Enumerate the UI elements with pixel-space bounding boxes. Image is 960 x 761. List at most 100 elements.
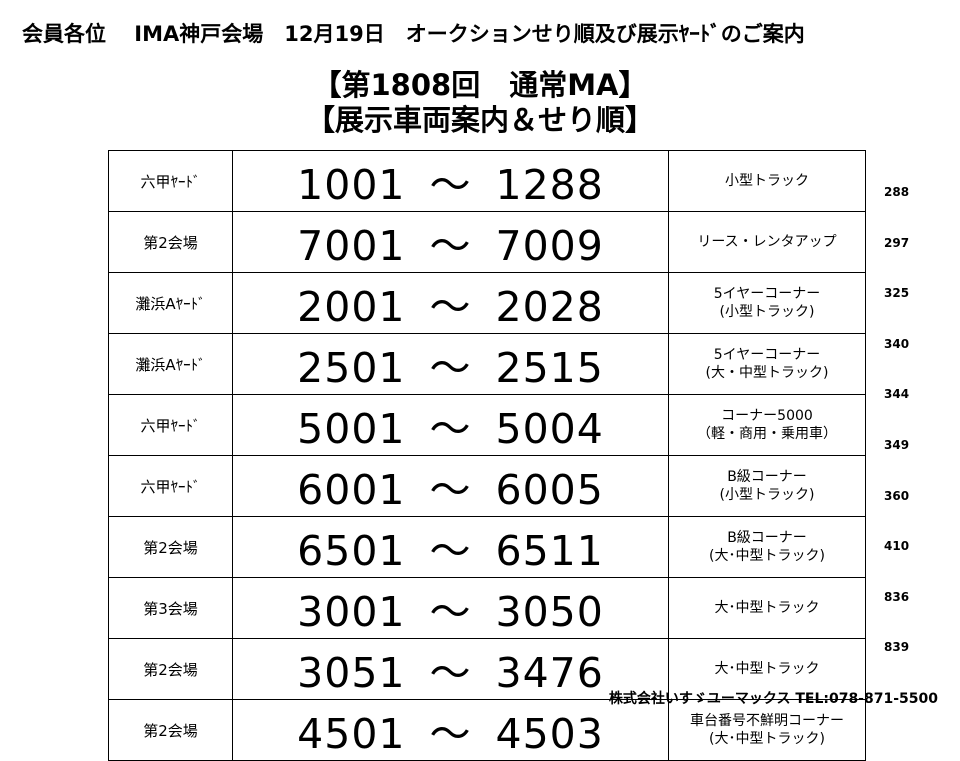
category-cell: 大･中型トラック bbox=[668, 577, 866, 639]
session-title: 【第1808回 通常MA】 bbox=[312, 68, 648, 102]
range-separator: ～ bbox=[429, 466, 472, 514]
category-subline: (大･中型トラック) bbox=[709, 548, 825, 564]
cumulative-count: 349 bbox=[884, 438, 910, 452]
lot-range-cell: 6001 ～ 6005 bbox=[232, 455, 669, 517]
document-title: 【展示車両案内＆せり順】 bbox=[305, 103, 654, 137]
category-cell: 5イヤーコーナー (大・中型トラック) bbox=[668, 333, 866, 395]
category-cell: 車台番号不鮮明コーナー (大･中型トラック) bbox=[668, 699, 866, 761]
category-cell: 大･中型トラック bbox=[668, 638, 866, 700]
range-end: 2515 bbox=[495, 344, 604, 392]
venue-cell: 灘浜Aﾔｰﾄﾞ bbox=[108, 272, 233, 334]
table-row: 第2会場 4501 ～ 4503 車台番号不鮮明コーナー (大･中型トラック) bbox=[108, 699, 866, 761]
category-subline: (大･中型トラック) bbox=[709, 731, 825, 747]
venue-cell: 灘浜Aﾔｰﾄﾞ bbox=[108, 333, 233, 395]
range-end: 7009 bbox=[495, 222, 604, 270]
category-cell: B級コーナー (大･中型トラック) bbox=[668, 516, 866, 578]
lot-range-cell: 1001 ～ 1288 bbox=[232, 150, 669, 212]
cumulative-count: 360 bbox=[884, 488, 910, 503]
category-line: 小型トラック bbox=[725, 173, 809, 189]
category-subline: (大・中型トラック) bbox=[705, 365, 829, 381]
category-line: 大･中型トラック bbox=[714, 600, 820, 616]
table-row: 六甲ﾔｰﾄﾞ 5001 ～ 5004 コーナー5000 （軽・商用・乗用車） bbox=[108, 394, 866, 456]
range-separator: ～ bbox=[429, 344, 472, 392]
range-separator: ～ bbox=[429, 588, 472, 636]
category-line: 大･中型トラック bbox=[714, 661, 820, 677]
lot-range-cell: 7001 ～ 7009 bbox=[232, 211, 669, 273]
range-separator: ～ bbox=[429, 161, 472, 209]
range-start: 7001 bbox=[297, 222, 406, 270]
lot-range-cell: 4501 ～ 4503 bbox=[232, 699, 669, 761]
table-row: 灘浜Aﾔｰﾄﾞ 2001 ～ 2028 5イヤーコーナー (小型トラック) bbox=[108, 272, 866, 334]
range-separator: ～ bbox=[429, 405, 472, 453]
range-separator: ～ bbox=[429, 527, 472, 575]
range-start: 4501 bbox=[297, 710, 406, 758]
category-subline: （軽・商用・乗用車） bbox=[697, 426, 837, 442]
range-separator: ～ bbox=[429, 283, 472, 331]
range-separator: ～ bbox=[429, 710, 472, 758]
cumulative-count: 325 bbox=[884, 286, 910, 301]
lot-range-cell: 3001 ～ 3050 bbox=[232, 577, 669, 639]
category-cell: 5イヤーコーナー (小型トラック) bbox=[668, 272, 866, 334]
cumulative-count: 410 bbox=[884, 539, 910, 554]
category-line: B級コーナー bbox=[727, 530, 807, 546]
range-end: 5004 bbox=[495, 405, 604, 453]
range-separator: ～ bbox=[429, 649, 472, 697]
table-row: 第2会場 6501 ～ 6511 B級コーナー (大･中型トラック) bbox=[108, 516, 866, 578]
cumulative-count: 297 bbox=[884, 235, 910, 250]
range-end: 6005 bbox=[495, 466, 604, 514]
range-start: 1001 bbox=[297, 161, 406, 209]
auction-order-table: 六甲ﾔｰﾄﾞ 1001 ～ 1288 小型トラック第2会場 7001 ～ 7009 リース・レン… bbox=[108, 150, 866, 761]
category-cell: コーナー5000 （軽・商用・乗用車） bbox=[668, 394, 866, 456]
range-separator: ～ bbox=[429, 222, 472, 270]
range-end: 2028 bbox=[495, 283, 604, 331]
cumulative-count: 340 bbox=[884, 336, 910, 351]
cumulative-count: 839 bbox=[884, 640, 910, 655]
range-start: 2501 bbox=[297, 344, 406, 392]
venue-cell: 第2会場 bbox=[108, 516, 233, 578]
lot-range-cell: 2501 ～ 2515 bbox=[232, 333, 669, 395]
venue-cell: 六甲ﾔｰﾄﾞ bbox=[108, 394, 233, 456]
category-line: 5イヤーコーナー bbox=[713, 286, 821, 302]
category-line: リース・レンタアップ bbox=[697, 234, 837, 250]
table-row: 第2会場 3051 ～ 3476 大･中型トラック bbox=[108, 638, 866, 700]
table-row: 六甲ﾔｰﾄﾞ 1001 ～ 1288 小型トラック bbox=[108, 150, 866, 212]
range-end: 6511 bbox=[495, 527, 604, 575]
lot-range-cell: 5001 ～ 5004 bbox=[232, 394, 669, 456]
category-subline: (小型トラック) bbox=[719, 304, 815, 320]
category-cell: B級コーナー (小型トラック) bbox=[668, 455, 866, 517]
lot-range-cell: 6501 ～ 6511 bbox=[232, 516, 669, 578]
company-contact: 株式会社いすゞユーマックス TEL:078-871-5500 bbox=[608, 691, 938, 707]
venue-cell: 六甲ﾔｰﾄﾞ bbox=[108, 150, 233, 212]
table-row: 第2会場 7001 ～ 7009 リース・レンタアップ bbox=[108, 211, 866, 273]
category-cell: 小型トラック bbox=[668, 150, 866, 212]
notice-header: 会員各位 IMA神戸会場 12月19日 オークションせり順及び展示ﾔｰﾄﾞのご案… bbox=[22, 22, 805, 46]
range-end: 4503 bbox=[495, 710, 604, 758]
lot-range-cell: 3051 ～ 3476 bbox=[232, 638, 669, 700]
venue-cell: 第2会場 bbox=[108, 638, 233, 700]
venue-cell: 第2会場 bbox=[108, 699, 233, 761]
venue-cell: 第2会場 bbox=[108, 211, 233, 273]
table-row: 灘浜Aﾔｰﾄﾞ 2501 ～ 2515 5イヤーコーナー (大・中型トラック) bbox=[108, 333, 866, 395]
category-line: B級コーナー bbox=[727, 469, 807, 485]
range-start: 3001 bbox=[297, 588, 406, 636]
category-cell: リース・レンタアップ bbox=[668, 211, 866, 273]
range-start: 6001 bbox=[297, 466, 406, 514]
venue-cell: 六甲ﾔｰﾄﾞ bbox=[108, 455, 233, 517]
range-end: 3050 bbox=[495, 588, 604, 636]
category-subline: (小型トラック) bbox=[719, 487, 815, 503]
category-line: コーナー5000 bbox=[721, 408, 813, 424]
category-line: 車台番号不鮮明コーナー bbox=[690, 713, 844, 729]
range-end: 3476 bbox=[495, 649, 604, 697]
range-start: 3051 bbox=[297, 649, 406, 697]
cumulative-count: 836 bbox=[884, 589, 910, 604]
range-start: 5001 bbox=[297, 405, 406, 453]
cumulative-count: 344 bbox=[884, 387, 910, 402]
venue-cell: 第3会場 bbox=[108, 577, 233, 639]
category-line: 5イヤーコーナー bbox=[713, 347, 821, 363]
range-end: 1288 bbox=[495, 161, 604, 209]
table-row: 六甲ﾔｰﾄﾞ 6001 ～ 6005 B級コーナー (小型トラック) bbox=[108, 455, 866, 517]
table-row: 第3会場 3001 ～ 3050 大･中型トラック bbox=[108, 577, 866, 639]
range-start: 6501 bbox=[297, 527, 406, 575]
range-start: 2001 bbox=[297, 283, 406, 331]
lot-range-cell: 2001 ～ 2028 bbox=[232, 272, 669, 334]
